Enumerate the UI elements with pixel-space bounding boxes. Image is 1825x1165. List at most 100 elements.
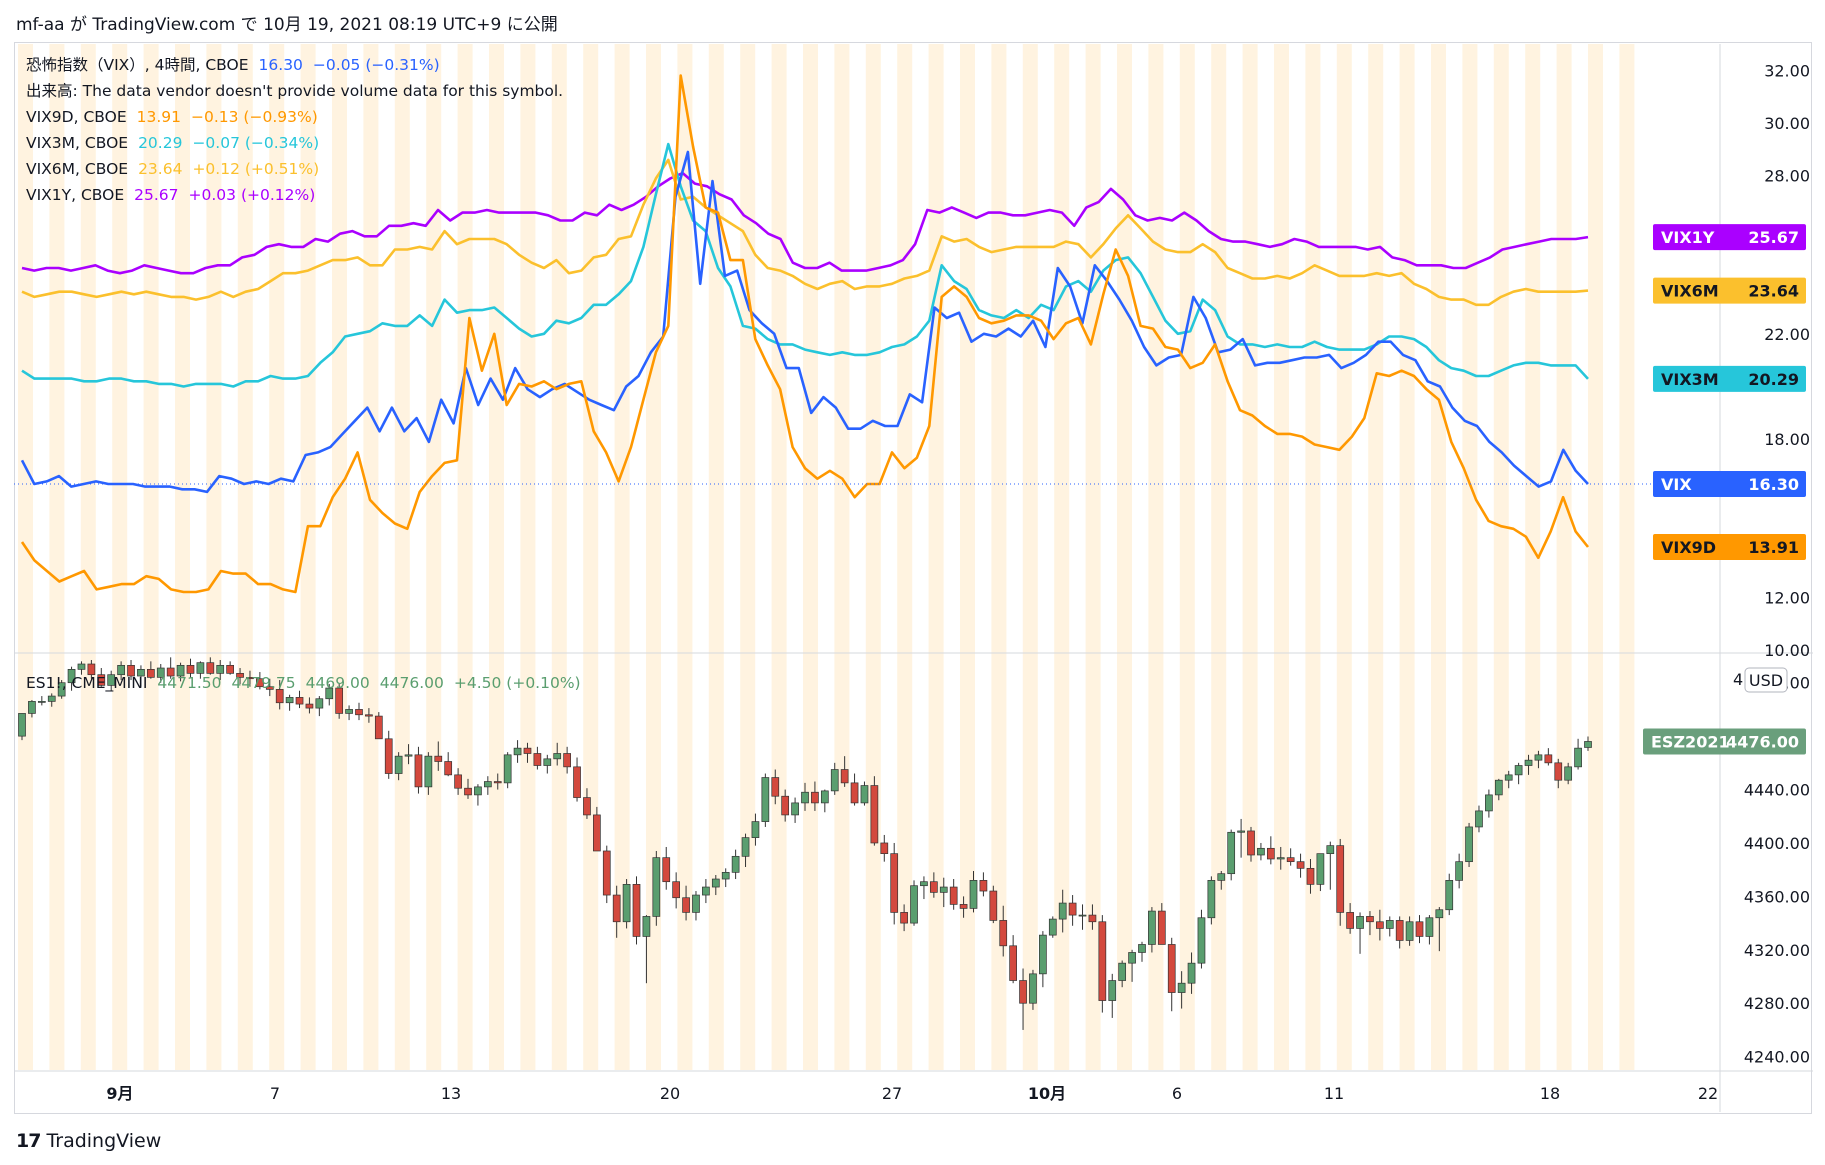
session-band	[394, 44, 410, 1070]
candle-body	[989, 890, 998, 921]
candle-body	[57, 682, 66, 697]
es-legend-high: 4479.75	[232, 674, 296, 692]
session-band	[865, 44, 881, 1070]
candle-body	[721, 871, 730, 880]
session-band	[708, 44, 724, 1070]
candle-body	[612, 894, 621, 923]
legend-last: 23.64	[138, 160, 182, 178]
session-shading	[18, 44, 1635, 1070]
candle-body	[692, 894, 700, 913]
candle-body	[781, 795, 790, 816]
candle-body	[910, 885, 918, 924]
price-tag-label: VIX3M	[1661, 370, 1719, 389]
es-legend-change: +4.50 (+0.10%)	[454, 674, 581, 692]
candle-body	[929, 881, 938, 893]
price-tag	[1653, 533, 1806, 560]
candle-body	[1455, 861, 1464, 881]
legend-row: VIX6M, CBOE 23.64 +0.12 (+0.51%)	[26, 160, 319, 178]
footer[interactable]: 17 TradingView	[16, 1130, 161, 1152]
legend-last: 20.29	[138, 134, 182, 152]
candle-body	[1435, 909, 1444, 919]
candle-body	[1465, 826, 1473, 863]
candle-body	[801, 791, 809, 804]
session-band	[960, 44, 975, 1070]
session-band	[991, 44, 1007, 1070]
price-tag-label: ESZ2021	[1651, 732, 1730, 751]
session-band	[1619, 44, 1635, 1070]
legend-change: −0.05 (−0.31%)	[313, 56, 440, 74]
time-axis-label: 6	[1172, 1084, 1182, 1103]
time-axis[interactable]: 9月 7 13 20 27 10月 6 11 18 22	[106, 1084, 1718, 1103]
time-axis-label: 18	[1540, 1084, 1560, 1103]
candle-body	[87, 663, 96, 676]
price-tag	[1653, 277, 1806, 304]
candle-body	[1366, 916, 1374, 923]
legend-row: VIX3M, CBOE 20.29 −0.07 (−0.34%)	[26, 134, 319, 152]
legend-name: 出来高: The data vendor doesn't provide vol…	[26, 82, 563, 100]
publish-header: mf-aa が TradingView.com で 10月 19, 2021 0…	[16, 15, 558, 35]
candle-body	[583, 797, 591, 816]
candle-body	[959, 904, 968, 909]
session-band	[1336, 44, 1352, 1070]
candle-body	[761, 777, 770, 822]
chart-frame	[14, 42, 1812, 1114]
candle-body	[1029, 973, 1037, 1004]
candle-body	[176, 664, 185, 677]
candle-body	[1227, 831, 1236, 875]
candle-body	[77, 663, 86, 670]
es-legend-open: 4471.50	[157, 674, 221, 692]
time-axis-label: 22	[1698, 1084, 1718, 1103]
footer-brand: TradingView	[46, 1130, 162, 1152]
candle-body	[454, 774, 462, 789]
candle-body	[107, 674, 116, 686]
candle-body	[860, 785, 869, 804]
upper-axis-tick: 12.00	[1764, 588, 1810, 607]
candle-body	[840, 769, 849, 784]
candle-body	[18, 713, 26, 737]
candle-body	[355, 709, 363, 716]
candle-body	[256, 678, 264, 688]
price-tag	[1653, 365, 1806, 392]
session-band	[646, 44, 661, 1070]
session-band	[1274, 44, 1289, 1070]
session-band	[771, 44, 787, 1070]
session-band	[18, 44, 33, 1070]
candle-body	[553, 753, 562, 760]
candle-body	[1425, 917, 1434, 937]
candle-body	[672, 881, 681, 899]
session-band	[1211, 44, 1227, 1070]
price-axis[interactable]: 32.0030.0028.0022.0018.0012.0010.004520.…	[1733, 61, 1810, 1066]
time-axis-label: 20	[660, 1084, 680, 1103]
candle-body	[206, 662, 215, 674]
candle-body	[394, 755, 403, 774]
candle-body	[741, 837, 750, 857]
session-band	[175, 44, 190, 1070]
candle-body	[137, 669, 145, 677]
session-band	[112, 44, 128, 1070]
es-candles	[18, 657, 1592, 1030]
candle-body	[186, 664, 195, 674]
session-band	[1462, 44, 1478, 1070]
candle-body	[632, 884, 641, 937]
candle-body	[1346, 912, 1354, 929]
candle-body	[315, 698, 324, 709]
vix-series-lines	[20, 74, 1590, 594]
es-legend: ES1!, CME_MINI 4471.50 4479.75 4469.00 4476.…	[26, 674, 581, 693]
candle-body	[1177, 982, 1186, 993]
legend-name: 恐怖指数（VIX）, 4時間, CBOE	[26, 56, 249, 74]
candle-body	[374, 715, 383, 740]
candle-body	[1266, 847, 1275, 860]
session-band	[1022, 44, 1038, 1070]
lower-axis-tick: 4240.00	[1744, 1048, 1810, 1067]
price-tag-value: 23.64	[1748, 282, 1799, 301]
candle-body	[1237, 830, 1245, 833]
session-band	[1588, 44, 1603, 1070]
candle-body	[979, 880, 988, 892]
candle-body	[969, 880, 978, 909]
legend-name: VIX9D, CBOE	[26, 108, 127, 126]
session-band	[1525, 44, 1541, 1070]
candle-body	[1534, 754, 1543, 761]
candle-body	[850, 782, 859, 804]
candle-body	[1296, 861, 1305, 869]
